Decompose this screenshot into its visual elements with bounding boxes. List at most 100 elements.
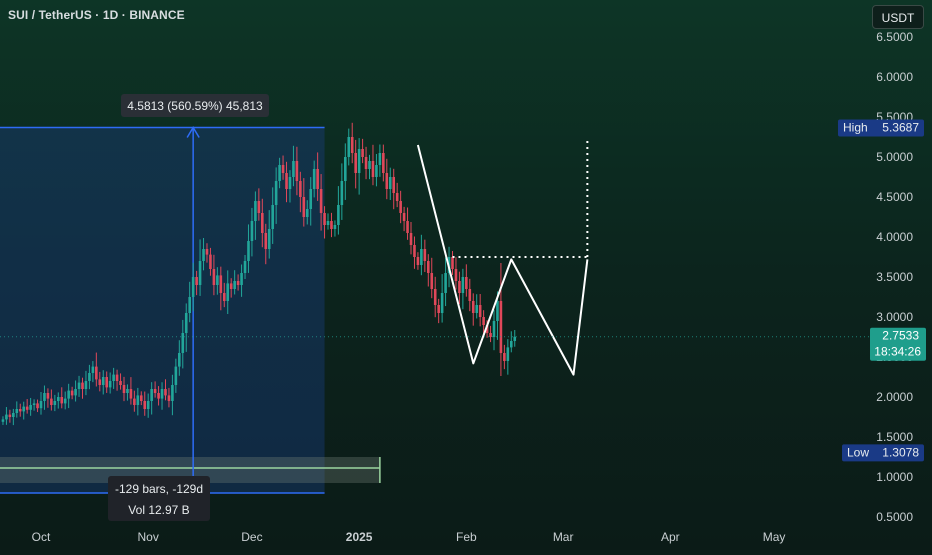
candle <box>84 381 88 389</box>
low-value: 1.3078 <box>882 445 919 459</box>
candle <box>12 413 15 417</box>
candle <box>25 406 29 410</box>
candle <box>8 414 12 417</box>
candle <box>229 283 233 289</box>
candle <box>451 257 454 269</box>
candle <box>18 409 22 412</box>
candle <box>454 269 458 281</box>
x-tick-label: Dec <box>241 530 262 544</box>
candle <box>129 389 133 399</box>
candle <box>46 393 50 399</box>
candle <box>392 177 396 193</box>
candle <box>281 165 285 173</box>
candle <box>226 283 230 301</box>
candle <box>233 281 236 289</box>
candle <box>67 390 70 399</box>
y-tick-label: 0.5000 <box>876 510 913 524</box>
candle <box>184 313 188 333</box>
candle <box>475 305 479 313</box>
candle <box>22 406 26 412</box>
measure-range-box[interactable] <box>0 127 325 493</box>
candle <box>219 275 223 293</box>
candle <box>382 153 385 173</box>
candle <box>478 305 482 317</box>
candle <box>77 382 81 389</box>
x-tick-label: Nov <box>138 530 159 544</box>
candle <box>53 401 57 405</box>
x-tick-label: Feb <box>456 530 477 544</box>
candle <box>309 189 313 209</box>
candle <box>420 249 423 265</box>
candle <box>95 366 98 380</box>
measure-stats-box <box>108 476 210 521</box>
candle <box>499 301 503 353</box>
candle <box>513 336 517 341</box>
candle <box>108 381 112 388</box>
candle <box>153 389 157 393</box>
candle <box>250 221 254 241</box>
candle <box>458 281 461 293</box>
candle <box>319 189 323 213</box>
low-badge <box>842 444 924 462</box>
measure-volume-label: Vol 12.97 B <box>128 503 189 517</box>
candle <box>285 173 288 189</box>
candle <box>133 398 136 405</box>
candle <box>433 289 437 305</box>
candle <box>409 233 413 245</box>
candle <box>112 374 115 381</box>
low-label: Low <box>847 445 869 459</box>
y-tick-label: 5.0000 <box>876 150 913 164</box>
candle <box>164 389 167 396</box>
candle <box>160 389 164 399</box>
candle <box>5 414 8 420</box>
y-tick-label: 3.0000 <box>876 310 913 324</box>
candle <box>70 390 74 396</box>
candle <box>191 277 195 297</box>
currency-button[interactable]: USDT <box>872 5 924 29</box>
candle <box>316 169 319 189</box>
candle <box>101 377 105 385</box>
candle <box>354 153 357 173</box>
candle <box>482 317 485 325</box>
candle <box>119 381 122 385</box>
candle <box>271 205 274 229</box>
candle <box>174 366 178 385</box>
candle <box>178 353 181 367</box>
candle <box>326 221 330 225</box>
high-badge <box>838 119 924 137</box>
candle <box>136 395 140 405</box>
candle <box>395 193 399 201</box>
candle <box>312 169 316 189</box>
candle <box>198 261 202 285</box>
w-pattern-line[interactable] <box>416 144 589 376</box>
candle <box>426 261 430 273</box>
y-tick-label: 1.5000 <box>876 430 913 444</box>
candle <box>440 293 444 313</box>
candle <box>236 281 240 285</box>
candle <box>1 419 5 422</box>
candle <box>461 277 465 293</box>
candle <box>333 225 337 229</box>
candle <box>247 241 250 261</box>
candle <box>347 137 351 157</box>
candle <box>302 197 306 217</box>
candle <box>371 161 375 177</box>
candle <box>344 157 347 181</box>
candle <box>503 353 506 361</box>
candle <box>437 305 440 313</box>
measure-label-box <box>121 94 269 117</box>
high-value: 5.3687 <box>882 121 919 135</box>
candle <box>444 273 447 293</box>
candle <box>465 277 468 289</box>
candle <box>278 165 281 181</box>
candle <box>98 379 102 385</box>
high-label: High <box>843 121 868 135</box>
candle <box>209 254 212 269</box>
y-tick-label: 1.0000 <box>876 470 913 484</box>
candle <box>143 401 147 409</box>
candle <box>157 393 160 399</box>
candle <box>50 398 53 405</box>
candle <box>305 209 309 217</box>
